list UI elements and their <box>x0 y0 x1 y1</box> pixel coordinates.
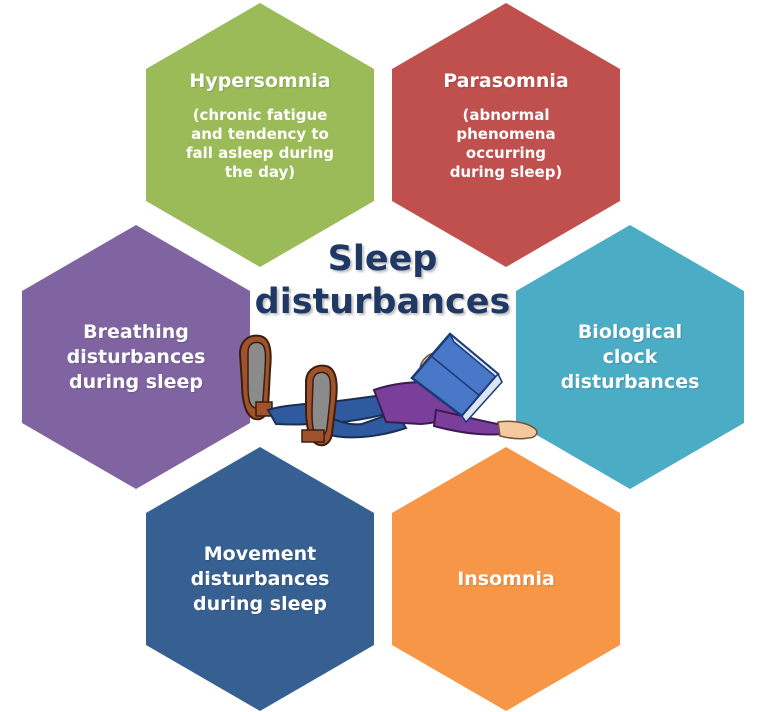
breathing-disturbances-title: Breathing disturbances during sleep <box>66 320 206 393</box>
hypersomnia-title: Hypersomnia <box>189 70 331 92</box>
hexagon-insomnia: Insomnia <box>392 447 620 711</box>
parasomnia-title: Parasomnia <box>443 70 569 92</box>
left-shoe-icon <box>238 334 273 421</box>
hypersomnia-description: (chronic fatigue and tendency to fall as… <box>185 106 335 181</box>
book-icon <box>410 332 503 424</box>
hexagon-biological-clock: Biological clock disturbances <box>516 225 744 489</box>
hexagon-hypersomnia: Hypersomnia (chronic fatigue and tendenc… <box>146 3 374 267</box>
parasomnia-description: (abnormal phenomena occurring during sle… <box>449 106 563 181</box>
hexagon-breathing-disturbances: Breathing disturbances during sleep <box>22 225 250 489</box>
hexagon-movement-disturbances: Movement disturbances during sleep <box>146 447 374 711</box>
diagram-title: Sleep disturbances <box>254 239 511 322</box>
hexagon-parasomnia: Parasomnia (abnormal phenomena occurring… <box>392 3 620 267</box>
right-shoe-icon <box>301 364 338 447</box>
sleeping-man-with-book-icon <box>238 332 538 447</box>
insomnia-title: Insomnia <box>457 567 555 590</box>
movement-disturbances-title: Movement disturbances during sleep <box>190 542 330 615</box>
biological-clock-title: Biological clock disturbances <box>560 320 700 393</box>
